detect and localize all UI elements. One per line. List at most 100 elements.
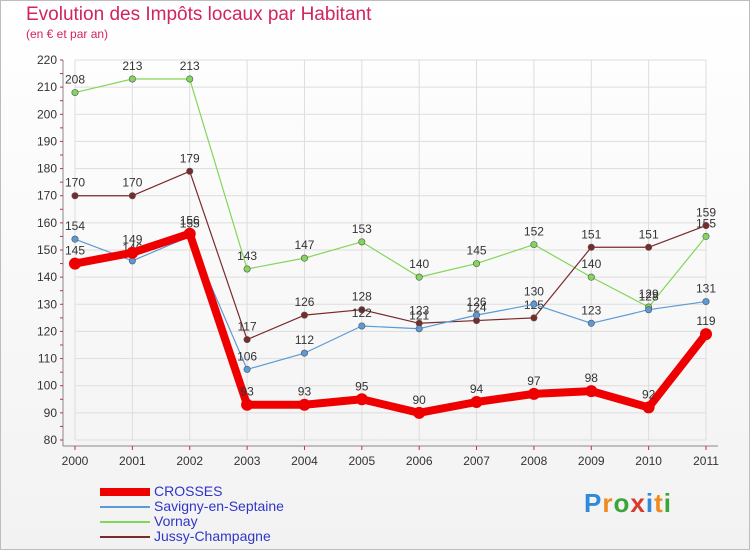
- data-point: [587, 243, 595, 251]
- legend-item: Jussy-Champagne: [100, 529, 284, 544]
- data-label: 128: [639, 290, 659, 304]
- data-point: [69, 257, 81, 270]
- data-point: [645, 306, 653, 314]
- data-label: 123: [409, 303, 429, 317]
- y-tick-label: 160: [37, 216, 57, 230]
- data-point: [355, 393, 368, 406]
- y-tick-label: 120: [37, 324, 57, 338]
- x-tick-label: 2005: [348, 454, 375, 468]
- data-point: [298, 398, 311, 411]
- data-point: [186, 75, 194, 83]
- legend-label: Vornay: [154, 513, 198, 529]
- data-label: 95: [355, 379, 369, 393]
- data-label: 153: [352, 222, 372, 236]
- data-label: 94: [470, 382, 484, 396]
- data-point: [71, 89, 79, 97]
- legend-label: CROSSES: [154, 483, 223, 499]
- data-label: 151: [581, 227, 601, 241]
- y-tick-label: 100: [37, 379, 57, 393]
- y-tick-label: 190: [37, 134, 57, 148]
- data-label: 106: [237, 349, 257, 363]
- x-tick-label: 2010: [635, 454, 662, 468]
- data-point: [527, 387, 540, 400]
- data-label: 122: [352, 306, 372, 320]
- data-point: [530, 314, 538, 322]
- data-label: 156: [180, 214, 200, 228]
- data-label: 97: [527, 374, 541, 388]
- data-label: 143: [237, 249, 257, 263]
- logo-letter: P: [584, 488, 603, 518]
- y-tick-label: 150: [37, 243, 57, 257]
- data-label: 123: [581, 303, 601, 317]
- data-label: 155: [180, 216, 200, 230]
- data-label: 170: [122, 176, 142, 190]
- data-point: [128, 75, 136, 83]
- y-tick-label: 220: [37, 53, 57, 67]
- data-point: [645, 243, 653, 251]
- legend-label: Savigny-en-Septaine: [154, 498, 284, 514]
- proxiti-logo: Proxiti: [584, 488, 672, 519]
- x-tick-label: 2008: [521, 454, 548, 468]
- x-tick-label: 2007: [463, 454, 490, 468]
- data-label: 140: [409, 257, 429, 271]
- data-point: [243, 336, 251, 344]
- legend-item: Vornay: [100, 514, 284, 529]
- y-tick-label: 170: [37, 189, 57, 203]
- data-point: [473, 260, 481, 268]
- data-label: 130: [524, 284, 544, 298]
- data-point: [300, 254, 308, 262]
- data-point: [300, 311, 308, 319]
- data-label: 159: [696, 206, 716, 220]
- x-tick-label: 2002: [176, 454, 203, 468]
- data-point: [241, 398, 254, 411]
- y-tick-label: 90: [44, 406, 58, 420]
- data-point: [587, 319, 595, 327]
- data-point: [243, 365, 251, 373]
- chart-legend: CROSSES Savigny-en-Septaine Vornay Jussy-Ch…: [100, 484, 284, 544]
- legend-swatch: [100, 535, 150, 538]
- data-point: [358, 306, 366, 314]
- chart-subtitle: (en € et par an): [26, 27, 109, 41]
- data-label: 145: [65, 244, 85, 258]
- data-point: [530, 241, 538, 249]
- data-label: 152: [524, 225, 544, 239]
- data-point: [243, 265, 251, 273]
- data-label: 149: [122, 233, 142, 247]
- data-point: [71, 192, 79, 200]
- data-point: [702, 232, 710, 240]
- data-point: [702, 222, 710, 230]
- data-point: [585, 385, 598, 398]
- data-label: 129: [639, 287, 659, 301]
- data-point: [186, 167, 194, 175]
- data-point: [413, 406, 426, 419]
- chart-title: Evolution des Impôts locaux par Habitant: [26, 4, 372, 25]
- x-tick-label: 2006: [406, 454, 433, 468]
- data-label: 126: [467, 295, 487, 309]
- y-tick-label: 140: [37, 270, 57, 284]
- data-label: 93: [298, 385, 312, 399]
- data-label: 92: [642, 387, 656, 401]
- data-label: 98: [585, 371, 599, 385]
- data-label: 119: [696, 314, 715, 328]
- logo-letter: i: [645, 488, 655, 518]
- data-label: 170: [65, 176, 85, 190]
- data-point: [128, 192, 136, 200]
- data-label: 213: [122, 59, 142, 73]
- data-point: [530, 300, 538, 308]
- y-tick-label: 110: [38, 352, 57, 366]
- data-point: [300, 349, 308, 357]
- data-point: [473, 311, 481, 319]
- data-point: [702, 298, 710, 306]
- data-label: 112: [295, 333, 314, 347]
- data-label: 117: [238, 320, 257, 334]
- data-label: 128: [352, 290, 372, 304]
- data-point: [183, 227, 196, 240]
- data-point: [358, 322, 366, 330]
- series-line-crosses: [71, 229, 710, 417]
- data-label: 93: [240, 385, 254, 399]
- data-point: [71, 235, 79, 243]
- y-tick-label: 80: [44, 433, 58, 447]
- x-tick-label: 2004: [291, 454, 318, 468]
- data-point: [126, 246, 139, 259]
